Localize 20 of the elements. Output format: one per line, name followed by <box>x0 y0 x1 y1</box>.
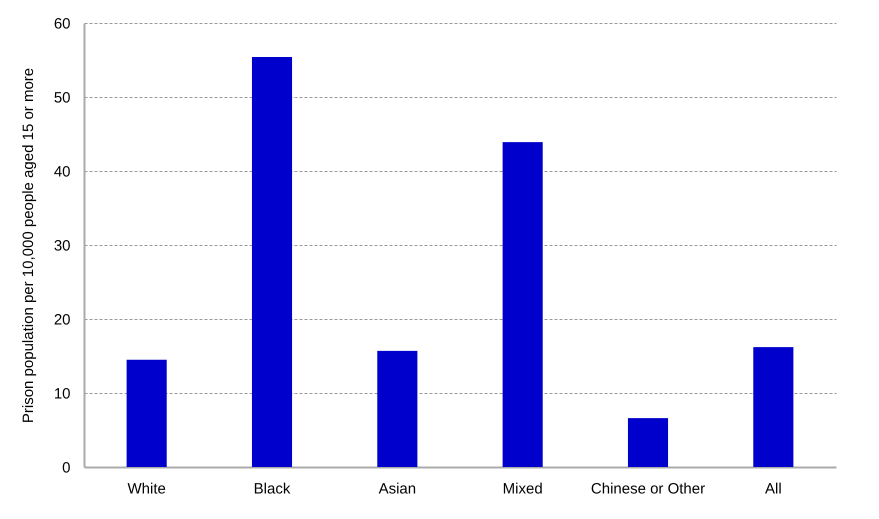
y-tick-label: 50 <box>54 90 70 106</box>
bar <box>628 418 668 467</box>
bar <box>252 57 292 467</box>
x-tick-label: Chinese or Other <box>590 480 706 498</box>
y-tick-label: 10 <box>54 386 70 402</box>
bar <box>502 142 543 467</box>
bar <box>377 350 418 467</box>
x-tick-label: Asian <box>378 480 416 498</box>
y-tick-label: 40 <box>54 164 70 180</box>
y-tick-label: 30 <box>54 238 70 254</box>
bar <box>753 347 794 467</box>
bar <box>126 360 167 467</box>
y-axis-title: Prison population per 10,000 people aged 15 or more <box>20 68 37 424</box>
y-tick-label: 20 <box>54 312 70 328</box>
x-tick-label: Mixed <box>502 480 543 498</box>
x-tick-label: All <box>764 480 782 498</box>
y-tick-label: 0 <box>62 460 70 476</box>
x-tick-label: Black <box>254 480 291 498</box>
x-tick-label: White <box>127 480 166 498</box>
y-tick-label: 60 <box>54 16 70 32</box>
